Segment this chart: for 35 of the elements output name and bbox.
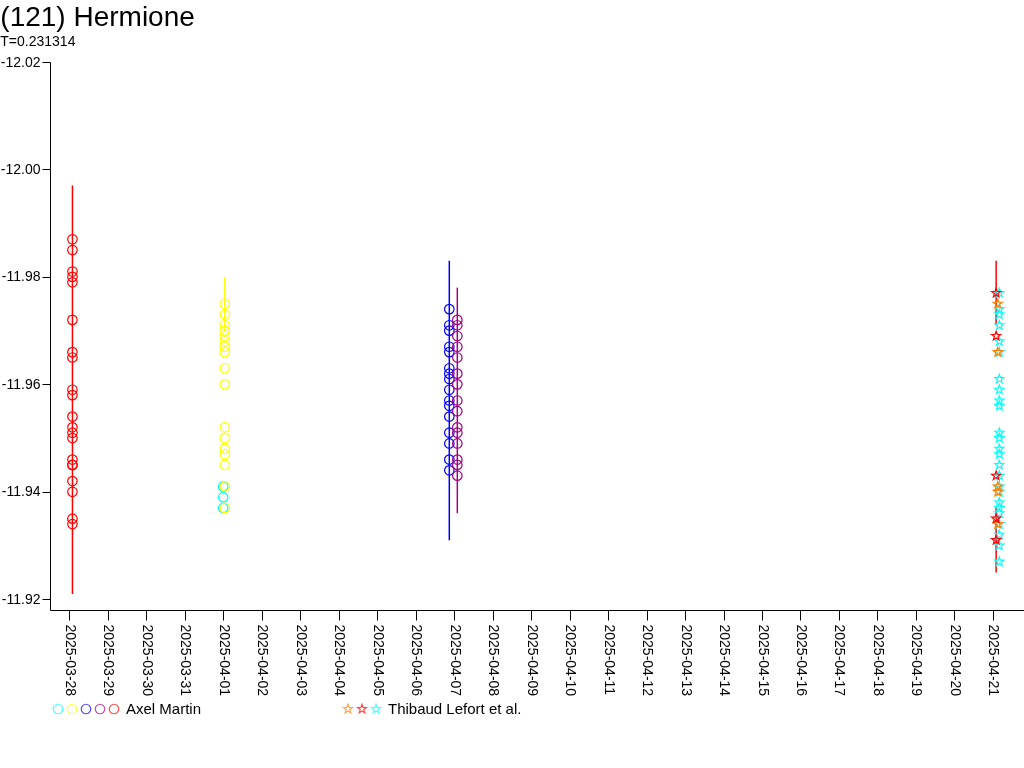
x-tick-label: 2025-04-04 — [332, 624, 349, 697]
x-tick-label: 2025-04-08 — [486, 624, 503, 697]
x-tick-label: 2025-04-18 — [870, 624, 887, 697]
chart-subtitle: T=0.231314 — [0, 33, 76, 49]
x-tick-label: 2025-04-12 — [640, 624, 657, 697]
x-tick-label: 2025-03-31 — [178, 624, 195, 697]
x-tick-label: 2025-03-28 — [62, 624, 79, 697]
x-tick-label: 2025-04-16 — [793, 624, 810, 697]
x-tick-label: 2025-04-05 — [370, 624, 387, 697]
x-tick-label: 2025-04-03 — [293, 624, 310, 697]
y-tick-label: -12.02 — [0, 53, 41, 70]
y-tick-label: -11.94 — [1, 483, 41, 500]
y-tick-label: -12.00 — [0, 160, 41, 177]
x-tick-label: 2025-04-02 — [255, 624, 272, 697]
chart-title: (121) Hermione — [0, 1, 195, 32]
legend-label: Thibaud Lefort et al. — [388, 700, 522, 717]
x-tick-label: 2025-04-06 — [409, 624, 426, 697]
x-tick-label: 2025-04-17 — [832, 624, 849, 697]
x-tick-label: 2025-04-15 — [755, 624, 772, 697]
x-tick-label: 2025-04-07 — [447, 624, 464, 697]
x-tick-label: 2025-04-13 — [678, 624, 695, 697]
y-tick-label: -11.92 — [1, 590, 41, 607]
x-tick-label: 2025-03-30 — [139, 624, 156, 697]
x-tick-label: 2025-04-14 — [717, 624, 734, 697]
legend-label: Axel Martin — [126, 700, 202, 717]
x-tick-label: 2025-04-21 — [986, 624, 1003, 697]
x-tick-label: 2025-04-20 — [947, 624, 964, 697]
x-tick-label: 2025-04-10 — [563, 624, 580, 697]
y-tick-label: -11.98 — [1, 268, 41, 285]
x-tick-label: 2025-04-11 — [601, 624, 618, 696]
x-tick-label: 2025-04-01 — [216, 624, 233, 697]
x-tick-label: 2025-04-09 — [524, 624, 541, 697]
y-tick-label: -11.96 — [1, 375, 41, 392]
x-tick-label: 2025-03-29 — [101, 624, 118, 697]
x-tick-label: 2025-04-19 — [909, 624, 926, 697]
